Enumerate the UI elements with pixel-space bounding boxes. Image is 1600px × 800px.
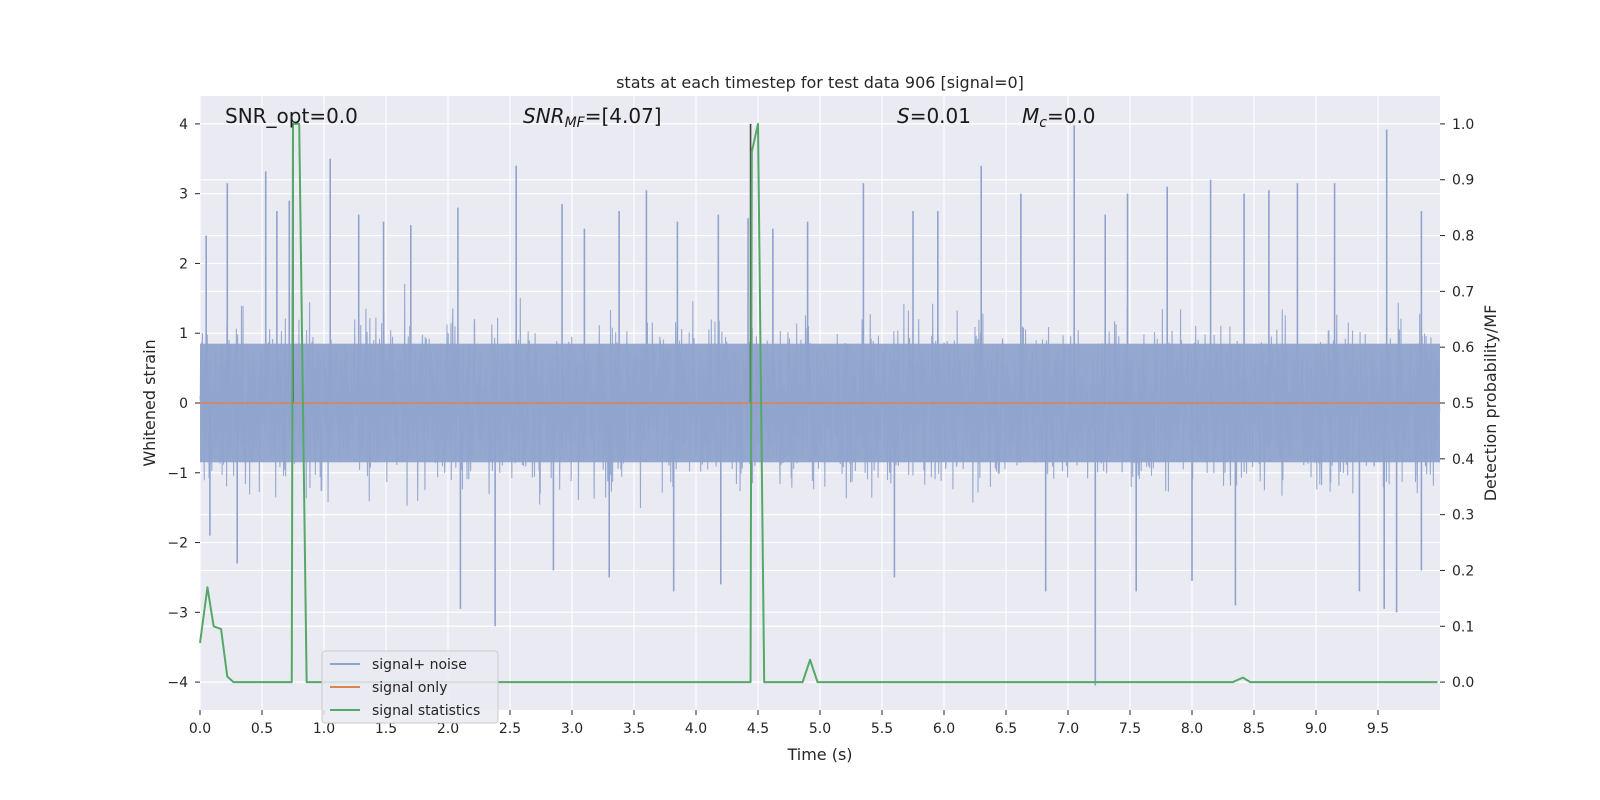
s-value: =0.01 bbox=[910, 104, 971, 128]
yr-tick-label-7: 0.3 bbox=[1452, 508, 1474, 524]
x-tick-label-9: 4.5 bbox=[747, 721, 769, 737]
x-tick-label-18: 9.0 bbox=[1305, 721, 1327, 737]
legend-label-signal-only: signal only bbox=[372, 680, 447, 696]
yr-tick-label-5: 0.5 bbox=[1452, 396, 1474, 412]
yr-tick-label-8: 0.2 bbox=[1452, 563, 1474, 579]
x-tick-label-19: 9.5 bbox=[1367, 721, 1389, 737]
s-var: S bbox=[897, 104, 910, 128]
x-tick-label-14: 7.0 bbox=[1057, 721, 1079, 737]
x-tick-label-17: 8.5 bbox=[1243, 721, 1265, 737]
x-tick-label-11: 5.5 bbox=[871, 721, 893, 737]
signal-statistics-line bbox=[199, 122, 1438, 684]
yr-tick-label-9: 0.1 bbox=[1452, 619, 1474, 635]
x-tick-label-4: 2.0 bbox=[437, 721, 459, 737]
series-layer bbox=[199, 122, 1440, 684]
x-tick-label-3: 1.5 bbox=[375, 721, 397, 737]
yr-tick-label-0: 1.0 bbox=[1452, 117, 1474, 133]
annotation-mc: Mc=0.0 bbox=[1022, 104, 1096, 131]
x-axis-ticks: 0.0 0.5 1.0 1.5 2.0 2.5 3.0 3.5 4.0 4.5 5.0 5.5 6.0 6… bbox=[189, 710, 1389, 737]
annotation-snr-opt: SNR_opt=0.0 bbox=[225, 104, 358, 128]
annotation-s: S=0.01 bbox=[897, 104, 971, 128]
x-tick-label-8: 4.0 bbox=[685, 721, 707, 737]
x-tick-label-13: 6.5 bbox=[995, 721, 1017, 737]
x-tick-label-2: 1.0 bbox=[313, 721, 335, 737]
x-tick-label-5: 2.5 bbox=[499, 721, 521, 737]
x-tick-label-6: 3.0 bbox=[561, 721, 583, 737]
yr-tick-label-4: 0.6 bbox=[1452, 340, 1474, 356]
yr-tick-label-2: 0.8 bbox=[1452, 229, 1474, 245]
yl-tick-label-5: −1 bbox=[167, 466, 188, 482]
yl-tick-label-0: 4 bbox=[179, 117, 188, 133]
legend-box bbox=[321, 650, 499, 724]
yr-tick-label-1: 0.9 bbox=[1452, 173, 1474, 189]
mc-var: M bbox=[1022, 104, 1039, 128]
mc-sub: c bbox=[1039, 115, 1047, 131]
yl-tick-label-7: −3 bbox=[167, 605, 188, 621]
yl-tick-label-6: −2 bbox=[167, 536, 188, 552]
x-tick-label-1: 0.5 bbox=[251, 721, 273, 737]
yr-tick-label-3: 0.7 bbox=[1452, 284, 1474, 300]
snr-mf-value: =[4.07] bbox=[585, 104, 662, 128]
mc-value: =0.0 bbox=[1047, 104, 1096, 128]
yl-tick-label-2: 2 bbox=[179, 256, 188, 272]
right-y-axis-ticks: 1.0 0.9 0.8 0.7 0.6 0.5 0.4 0.3 0.2 0.1 0.0 bbox=[1440, 117, 1474, 691]
x-tick-label-15: 7.5 bbox=[1119, 721, 1141, 737]
x-tick-label-16: 8.0 bbox=[1181, 721, 1203, 737]
snr-mf-main: SNR bbox=[523, 104, 565, 128]
legend-label-signal-noise: signal+ noise bbox=[372, 657, 467, 673]
left-y-axis-label: Whitened strain bbox=[140, 339, 159, 466]
yl-tick-label-3: 1 bbox=[179, 326, 188, 342]
x-axis-label: Time (s) bbox=[786, 745, 852, 764]
annotation-snr-mf: SNRMF=[4.07] bbox=[523, 104, 662, 131]
yl-tick-label-8: −4 bbox=[167, 675, 188, 691]
legend: signal+ noise signal only signal statist… bbox=[321, 650, 499, 724]
chart-title: stats at each timestep for test data 906… bbox=[616, 73, 1024, 92]
snr-mf-sub: MF bbox=[565, 115, 586, 131]
yr-tick-label-6: 0.4 bbox=[1452, 452, 1474, 468]
x-tick-label-7: 3.5 bbox=[623, 721, 645, 737]
yl-tick-label-1: 3 bbox=[179, 187, 188, 203]
x-tick-label-0: 0.0 bbox=[189, 721, 211, 737]
x-tick-label-12: 6.0 bbox=[933, 721, 955, 737]
left-y-axis-ticks: 4 3 2 1 0 −1 −2 −3 −4 bbox=[167, 117, 200, 691]
yr-tick-label-10: 0.0 bbox=[1452, 675, 1474, 691]
right-y-axis-label: Detection probability/MF bbox=[1481, 305, 1500, 502]
x-tick-label-10: 5.0 bbox=[809, 721, 831, 737]
yl-tick-label-4: 0 bbox=[179, 396, 188, 412]
legend-label-signal-statistics: signal statistics bbox=[372, 703, 480, 719]
